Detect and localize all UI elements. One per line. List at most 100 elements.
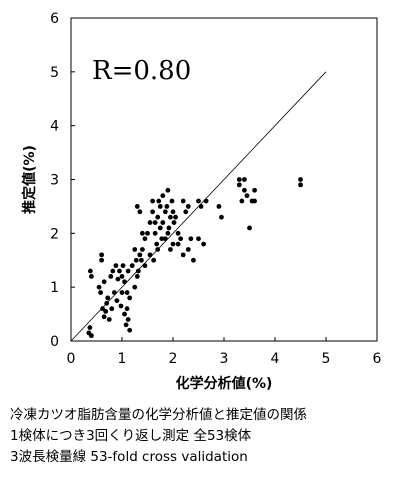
data-point [96,284,102,290]
data-point [196,198,201,204]
data-point [152,230,158,236]
data-point [151,257,157,263]
data-point [239,198,245,204]
data-point [87,325,93,330]
x-tick-label: 5 [322,351,331,367]
data-point [133,257,139,263]
chart-svg: 0 1 2 3 4 5 6 0 1 2 3 4 5 6 R=0.80 化学分析値(%) 推定値(%) [21,11,382,392]
axis-ticks: 0 1 2 3 4 5 6 0 1 2 3 4 5 6 [50,11,381,367]
data-point [105,295,111,301]
data-point [132,247,138,252]
x-tick-label: 1 [118,351,127,367]
data-point [89,274,94,279]
data-point [137,252,143,258]
data-point [196,236,201,242]
data-point [122,279,127,285]
data-point [147,220,153,225]
y-tick-label: 1 [50,280,59,296]
data-point [147,252,153,258]
reference-line [70,71,327,342]
y-tick-label: 5 [50,65,59,81]
data-point [106,317,112,322]
data-point [140,230,145,236]
data-point [138,257,144,263]
data-point [242,187,247,193]
data-point [191,257,196,263]
data-point [219,214,224,220]
data-point [188,236,194,242]
caption-line-2: 1検体につき3回くり返し測定 全53検体 [10,428,252,444]
data-point [164,204,170,209]
data-point [108,274,114,279]
data-point [242,177,247,182]
data-point [124,290,130,295]
y-tick-label: 3 [50,173,59,189]
scatter-chart: 0 1 2 3 4 5 6 0 1 2 3 4 5 6 R=0.80 化学分析値(%) 推定値(%) [21,11,382,392]
data-point [180,198,186,204]
x-tick-label: 4 [271,351,280,367]
data-point [201,241,207,247]
x-tick-label: 3 [220,351,229,367]
data-point [173,214,178,220]
figure-caption: 冷凍カツオ脂肪含量の化学分析値と推定値の関係 1検体につき3回くり返し測定 全5… [10,405,410,468]
data-point [101,279,107,285]
x-tick-label: 0 [67,351,76,367]
data-point [152,220,158,225]
data-point [140,247,145,252]
y-axis-title: 推定値(%) [21,145,38,214]
data-point [165,187,171,193]
data-point [132,284,138,290]
data-point [103,308,109,314]
data-point [118,303,124,309]
data-point [119,274,125,279]
data-point [171,220,177,225]
data-point [298,182,303,188]
y-tick-label: 6 [50,11,59,27]
data-point [134,274,140,279]
data-point [216,204,222,209]
data-point [162,209,168,215]
data-point [155,247,161,252]
data-point [155,214,161,220]
data-point [113,263,119,269]
data-point [175,241,181,247]
data-point [170,209,176,215]
data-point [166,225,172,231]
data-point [170,241,176,247]
data-point [150,198,156,204]
data-point [236,177,242,182]
data-point [114,298,120,304]
data-point [117,268,122,274]
data-point [183,209,189,215]
data-point [99,257,104,263]
data-point [169,198,175,204]
data-point [125,268,131,274]
data-point [157,204,163,209]
data-point [198,204,204,209]
data-point [156,198,162,204]
data-point [142,263,148,269]
data-point [178,236,184,242]
data-point [115,276,121,282]
data-point [162,236,168,242]
y-tick-label: 2 [50,226,59,242]
data-point [236,182,242,188]
data-point [122,311,127,317]
data-point [119,290,125,295]
data-point [89,333,94,339]
data-point [127,295,133,301]
data-point [160,220,166,225]
data-point [101,314,107,320]
data-point [160,193,166,199]
data-point [154,241,160,247]
x-tick-label: 6 [373,351,382,367]
data-point [104,300,110,306]
data-point [127,327,133,333]
data-point [252,198,257,204]
data-point [168,214,173,220]
data-point [99,252,104,258]
caption-line-3: 3波長検量線 53-fold cross validation [10,449,248,465]
data-point [135,268,141,274]
data-point [203,198,209,204]
data-point [252,187,257,193]
